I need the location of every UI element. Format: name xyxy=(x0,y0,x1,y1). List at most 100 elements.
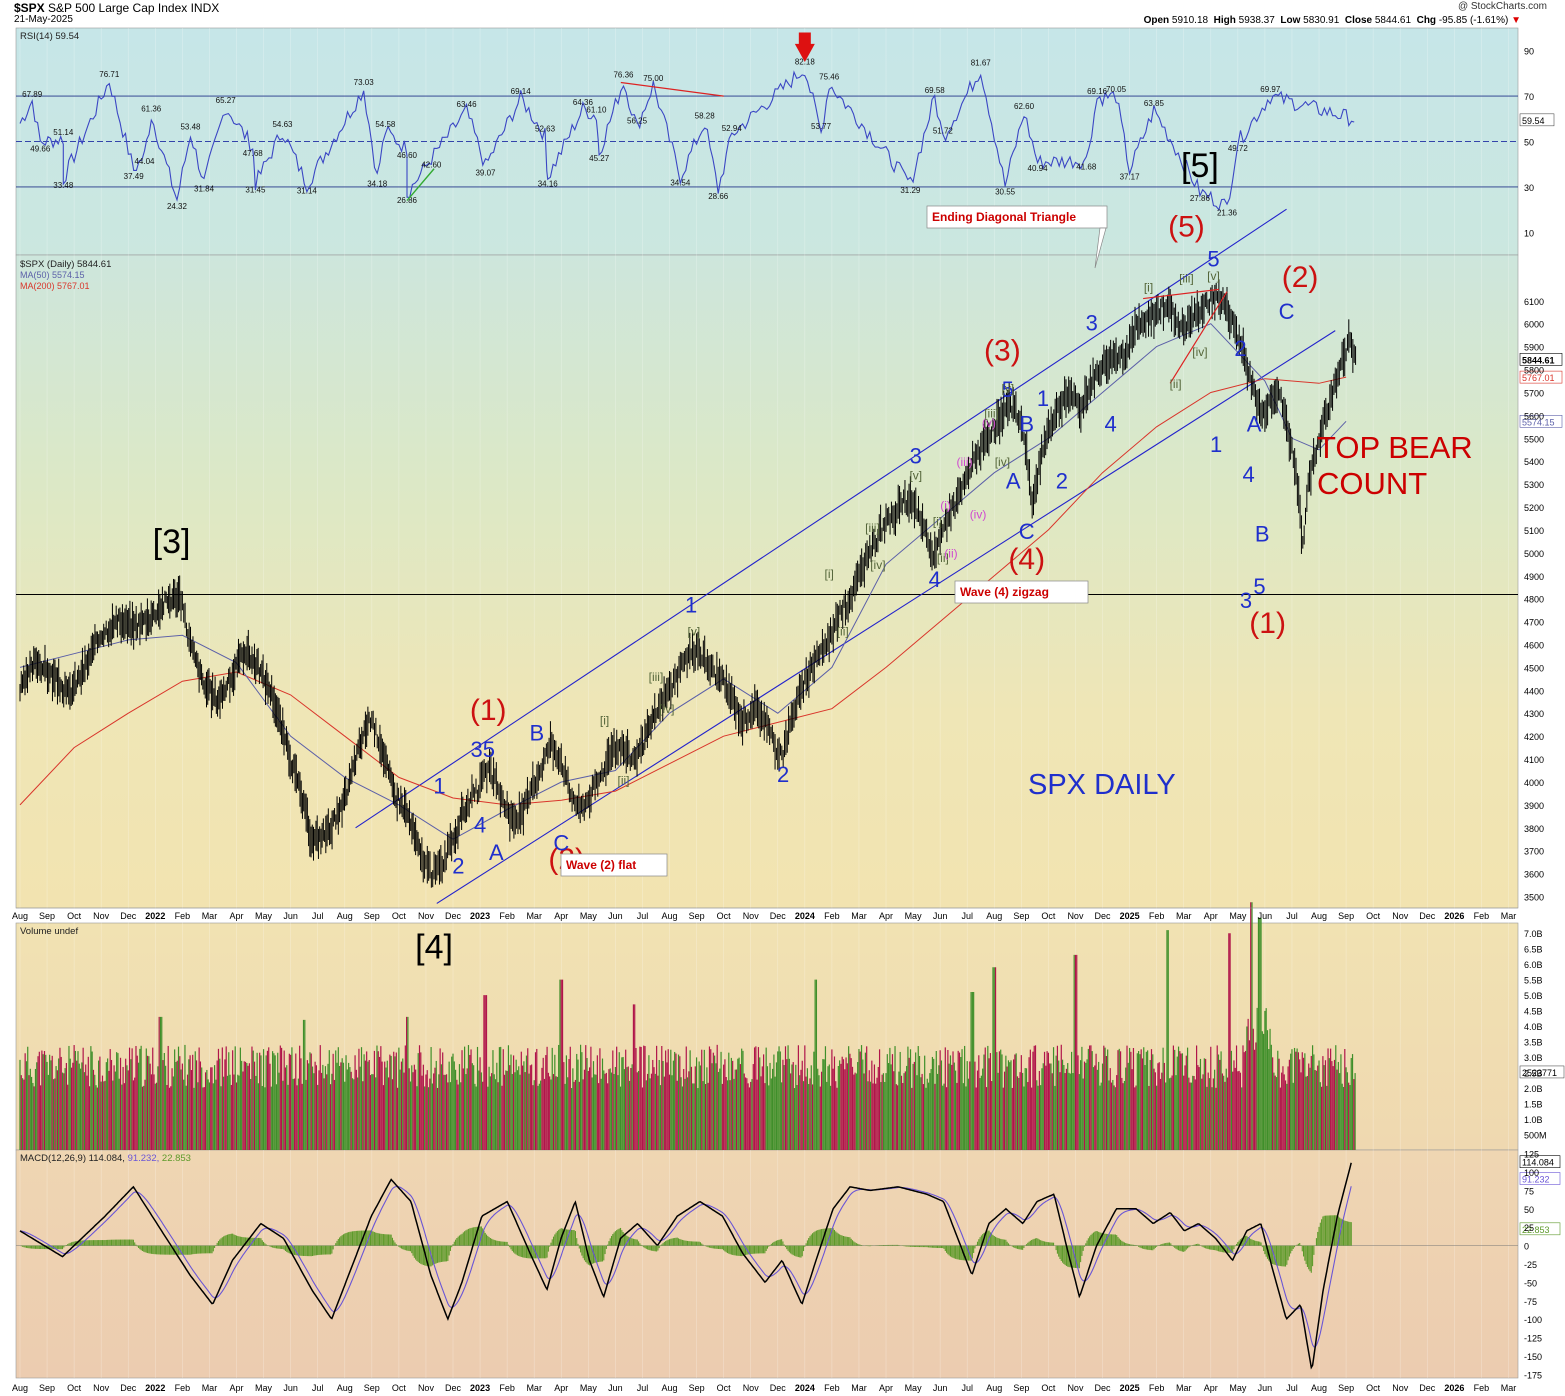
x-tick-label-bottom: Feb xyxy=(499,1383,515,1393)
x-tick-label-top: Jul xyxy=(312,911,324,921)
wave-label: (1) xyxy=(1249,607,1286,640)
wave-label: [iii] xyxy=(984,407,999,421)
price-tick-label: 5200 xyxy=(1524,503,1544,513)
price-tick-label: 5100 xyxy=(1524,526,1544,536)
symbol: $SPX xyxy=(14,1,45,15)
wave-label: C xyxy=(1279,299,1295,324)
x-tick-label-bottom: Oct xyxy=(717,1383,732,1393)
volume-tick-label: 1.5B xyxy=(1524,1100,1543,1110)
x-tick-label-bottom: Sep xyxy=(689,1383,705,1393)
wave-label: [i] xyxy=(933,514,942,528)
channel-upper xyxy=(355,208,1287,829)
rsi-value-label: 27.86 xyxy=(1190,194,1211,203)
low-value: 5830.91 xyxy=(1303,15,1340,26)
price-tick-label: 5700 xyxy=(1524,388,1544,398)
x-tick-label-bottom: Jul xyxy=(637,1383,649,1393)
rsi-value-label: 76.71 xyxy=(99,70,120,79)
rsi-value-label: 30.55 xyxy=(995,188,1016,197)
rsi-tick-label: 70 xyxy=(1524,92,1534,102)
x-tick-label-top: Dec xyxy=(445,911,462,921)
chg-down-icon: ▼ xyxy=(1511,15,1521,26)
count-label: COUNT xyxy=(1317,466,1427,501)
x-tick-label-bottom: Aug xyxy=(1311,1383,1327,1393)
chart-header: $SPX S&P 500 Large Cap Index INDX 21-May… xyxy=(0,0,1565,28)
macd-tick-label: 50 xyxy=(1524,1205,1534,1215)
x-tick-label-top: Nov xyxy=(93,911,110,921)
x-tick-label-top: 2023 xyxy=(470,911,490,921)
rsi-value-label: 53.48 xyxy=(180,123,201,132)
rsi-trendline-red xyxy=(620,81,724,97)
price-tick-label: 3600 xyxy=(1524,870,1544,880)
x-tick-label-bottom: Oct xyxy=(1041,1383,1056,1393)
x-tick-label-top: Dec xyxy=(120,911,137,921)
wave-label: 1 xyxy=(1037,386,1049,411)
rsi-legend: RSI(14) 59.54 xyxy=(20,31,79,42)
x-tick-label-bottom: Oct xyxy=(67,1383,82,1393)
x-tick-label-bottom: Mar xyxy=(851,1383,867,1393)
chg-label: Chg xyxy=(1416,15,1437,26)
wave-label: [v] xyxy=(1001,381,1014,395)
x-tick-label-top: Feb xyxy=(1149,911,1165,921)
volume-tick-label: 3.0B xyxy=(1524,1053,1543,1063)
wave-label: 5 xyxy=(1002,377,1014,402)
wave-label: (4) xyxy=(1008,543,1045,576)
wave2-callout-box xyxy=(560,853,668,877)
x-tick-label-bottom: Apr xyxy=(229,1383,243,1393)
ma200-legend: MA(200) 5767.01 xyxy=(20,281,90,291)
volume-legend: Volume undef xyxy=(20,926,78,937)
down-arrow-icon xyxy=(794,32,815,63)
x-tick-label-bottom: Nov xyxy=(93,1383,110,1393)
wave-label: [i] xyxy=(825,567,834,581)
x-tick-label-top: Oct xyxy=(1366,911,1381,921)
macd-tick-label: 75 xyxy=(1524,1186,1534,1196)
macd-tick-label: -25 xyxy=(1524,1260,1537,1270)
x-tick-label-top: Sep xyxy=(689,911,705,921)
x-tick-label-bottom: Oct xyxy=(392,1383,407,1393)
macd-tick-label: 25 xyxy=(1524,1223,1534,1233)
x-tick-label-top: Mar xyxy=(1176,911,1192,921)
rsi-value-label: 40.94 xyxy=(1028,164,1049,173)
price-tick-label: 4800 xyxy=(1524,595,1544,605)
x-tick-label-bottom: Jun xyxy=(608,1383,623,1393)
x-tick-label-bottom: May xyxy=(255,1383,273,1393)
x-tick-label-bottom: Feb xyxy=(824,1383,840,1393)
rsi-value-label: 49.66 xyxy=(30,144,51,153)
price-tick-label: 4400 xyxy=(1524,686,1544,696)
rsi-value-label: 65.27 xyxy=(216,96,237,105)
symbol-name: S&P 500 Large Cap Index xyxy=(48,1,188,15)
x-tick-label-bottom: Aug xyxy=(12,1383,28,1393)
brand-logo[interactable]: @ StockCharts.com xyxy=(1457,1,1547,12)
ma200-value: 5767.01 xyxy=(1522,373,1555,383)
close-value: 5844.61 xyxy=(1374,15,1412,26)
price-tick-label: 6100 xyxy=(1524,297,1544,307)
x-tick-label-bottom: Dec xyxy=(1095,1383,1112,1393)
x-tick-label-bottom: Mar xyxy=(526,1383,542,1393)
macd-panel xyxy=(15,1149,1519,1379)
x-tick-label-bottom: 2022 xyxy=(145,1383,165,1393)
rsi-value-label: 37.49 xyxy=(124,172,145,181)
price-tick-label: 4500 xyxy=(1524,663,1544,673)
x-tick-label-top: Apr xyxy=(229,911,243,921)
x-tick-label-bottom: Sep xyxy=(1338,1383,1354,1393)
wave-label: 4 xyxy=(474,812,486,837)
high-value: 5938.37 xyxy=(1238,15,1275,26)
rsi-value-label: 31.29 xyxy=(900,186,921,195)
price-tick-label: 3500 xyxy=(1524,893,1544,903)
macd-tick-label: 125 xyxy=(1524,1150,1539,1160)
macd-tick-label: -75 xyxy=(1524,1297,1537,1307)
rsi-value-label: 75.00 xyxy=(643,74,664,83)
wave-label: (iii) xyxy=(957,455,973,469)
x-tick-label-top: 2024 xyxy=(795,911,815,921)
wave-label: (2) xyxy=(1282,261,1319,294)
x-tick-label-bottom: Mar xyxy=(1501,1383,1517,1393)
x-tick-label-bottom: Dec xyxy=(1419,1383,1436,1393)
x-tick-label-bottom: Jun xyxy=(1258,1383,1273,1393)
x-tick-label-bottom: Nov xyxy=(418,1383,435,1393)
x-tick-label-top: Feb xyxy=(1474,911,1490,921)
rsi-value-label: 52.63 xyxy=(535,125,556,134)
rsi-value-label: 34.54 xyxy=(670,179,691,188)
rsi-value-label: 24.32 xyxy=(167,202,188,211)
x-tick-label-top: May xyxy=(255,911,273,921)
rsi-value-label: 58.28 xyxy=(695,112,716,121)
x-tick-label-top: Oct xyxy=(392,911,407,921)
